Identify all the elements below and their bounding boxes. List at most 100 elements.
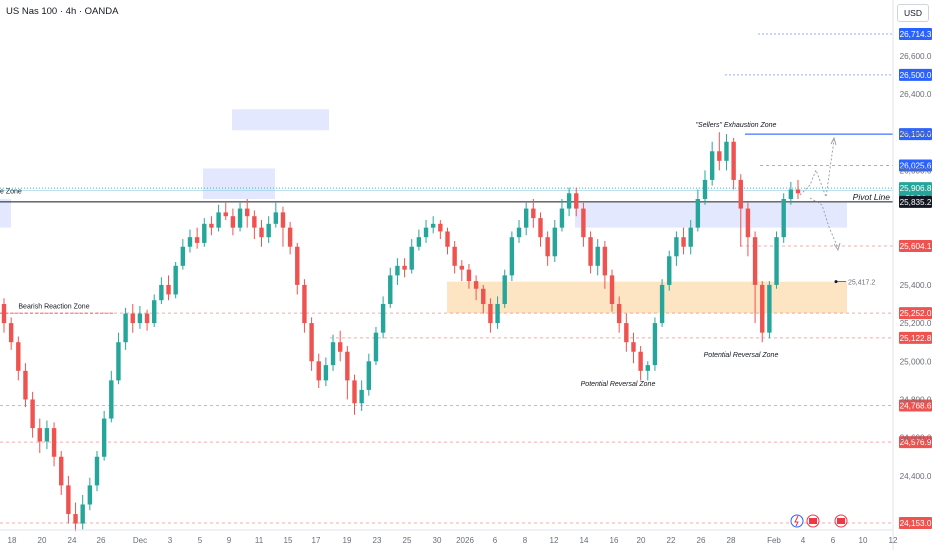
candle [80,494,85,530]
candle [159,277,164,305]
candle [16,336,21,381]
currency-button[interactable]: USD [897,4,929,22]
x-tick-label: 25 [403,536,412,545]
candle [767,281,772,339]
candle [37,418,42,453]
bottom-icons[interactable] [790,514,848,528]
price-label: 26,025.6 [899,159,932,172]
candle [795,179,801,200]
price-label-text: 26,500.0 [900,71,932,80]
price-levels [0,33,893,524]
candle [245,199,250,228]
x-tick-label: 23 [373,536,382,545]
candle [137,305,143,329]
candle [30,391,35,438]
left-zone-label: e Zone [0,188,22,195]
candle [430,216,436,234]
price-label-text: 24,576.9 [900,438,932,447]
candle [388,267,393,308]
price-label-text: 25,122.8 [900,334,932,343]
x-tick-label: 24 [68,536,77,545]
x-tick-label: 19 [343,536,352,545]
projection-up-arrow [799,139,835,198]
candle [488,298,493,333]
candle [738,174,743,247]
candle [523,202,529,236]
price-label-text: 26,190.0 [900,130,932,139]
candle [51,422,57,467]
candle [674,231,679,266]
candle [588,231,593,274]
y-tick-label: 25,200.0 [900,319,932,328]
price-label-text: 25,252.0 [900,309,932,318]
candle [223,202,228,221]
candle [87,477,93,511]
candle [209,216,214,236]
candle [8,317,14,350]
price-label-text: 24,153.0 [900,519,932,528]
candle [473,275,479,301]
candle [194,227,200,249]
candle [667,250,672,291]
candle [774,231,779,289]
flag-icon[interactable] [806,514,820,528]
price-label: 26,190.0 [899,128,932,141]
price-label: 25,252.0 [899,307,932,320]
candle [302,279,307,333]
x-tick-label: 26 [697,536,706,545]
candle [380,296,386,339]
sellers-zone-label: "Sellers" Exhaustion Zone [696,122,777,129]
candle [631,332,636,364]
x-tick-label: 17 [312,536,321,545]
candle [609,269,615,312]
x-tick-label: 8 [523,536,528,545]
candle [323,357,329,387]
reversal-zone-label-2: Potential Reversal Zone [704,352,779,359]
candle [23,363,28,408]
candle [452,241,457,274]
x-tick-label: 6 [493,536,498,545]
candle [709,141,715,186]
candle [459,260,465,282]
x-tick-label: 28 [727,536,736,545]
price-label-text: 25,604.1 [900,242,932,251]
y-tick-label: 26,000.0 [900,166,932,175]
candle [237,202,243,232]
x-tick-label: 3 [168,536,173,545]
reversal-zone-label-1: Potential Reversal Zone [581,381,656,388]
x-tick-label: 20 [38,536,47,545]
event-icon[interactable] [834,514,848,528]
price-axis[interactable]: 26,714.3 26,500.0 26,190.0 26,025.6 25,906.8… [892,0,932,550]
y-tick-label: 24,600.0 [900,434,932,443]
time-axis[interactable]: 18 20 24 26 Dec 3 5 9 11 15 17 19 23 25 30 2026 6 8 12 14 16… [0,529,898,545]
x-tick-label: 26 [97,536,106,545]
candle [366,353,372,396]
candle [337,330,343,362]
candle [116,332,121,385]
candle [638,346,643,381]
candle [552,220,557,263]
x-tick-label: 18 [8,536,17,545]
x-tick-label: 10 [859,536,868,545]
supply-box-2 [203,168,275,200]
lightning-icon[interactable] [790,514,804,528]
candle [144,309,150,331]
candle [202,218,207,247]
candle [595,239,600,276]
price-label-text: 26,025.6 [900,161,932,170]
price-label: 25,122.8 [899,331,932,344]
candle [152,294,157,327]
candle [717,132,722,171]
candle [466,263,472,289]
candle [688,220,693,255]
candle [652,317,658,371]
candle [123,307,128,350]
candle [731,137,736,190]
candle [681,227,686,255]
x-tick-label: 12 [550,536,559,545]
candle [445,227,450,255]
candle [659,279,665,327]
y-tick-label: 26,200.0 [900,128,932,137]
candle [166,275,171,301]
